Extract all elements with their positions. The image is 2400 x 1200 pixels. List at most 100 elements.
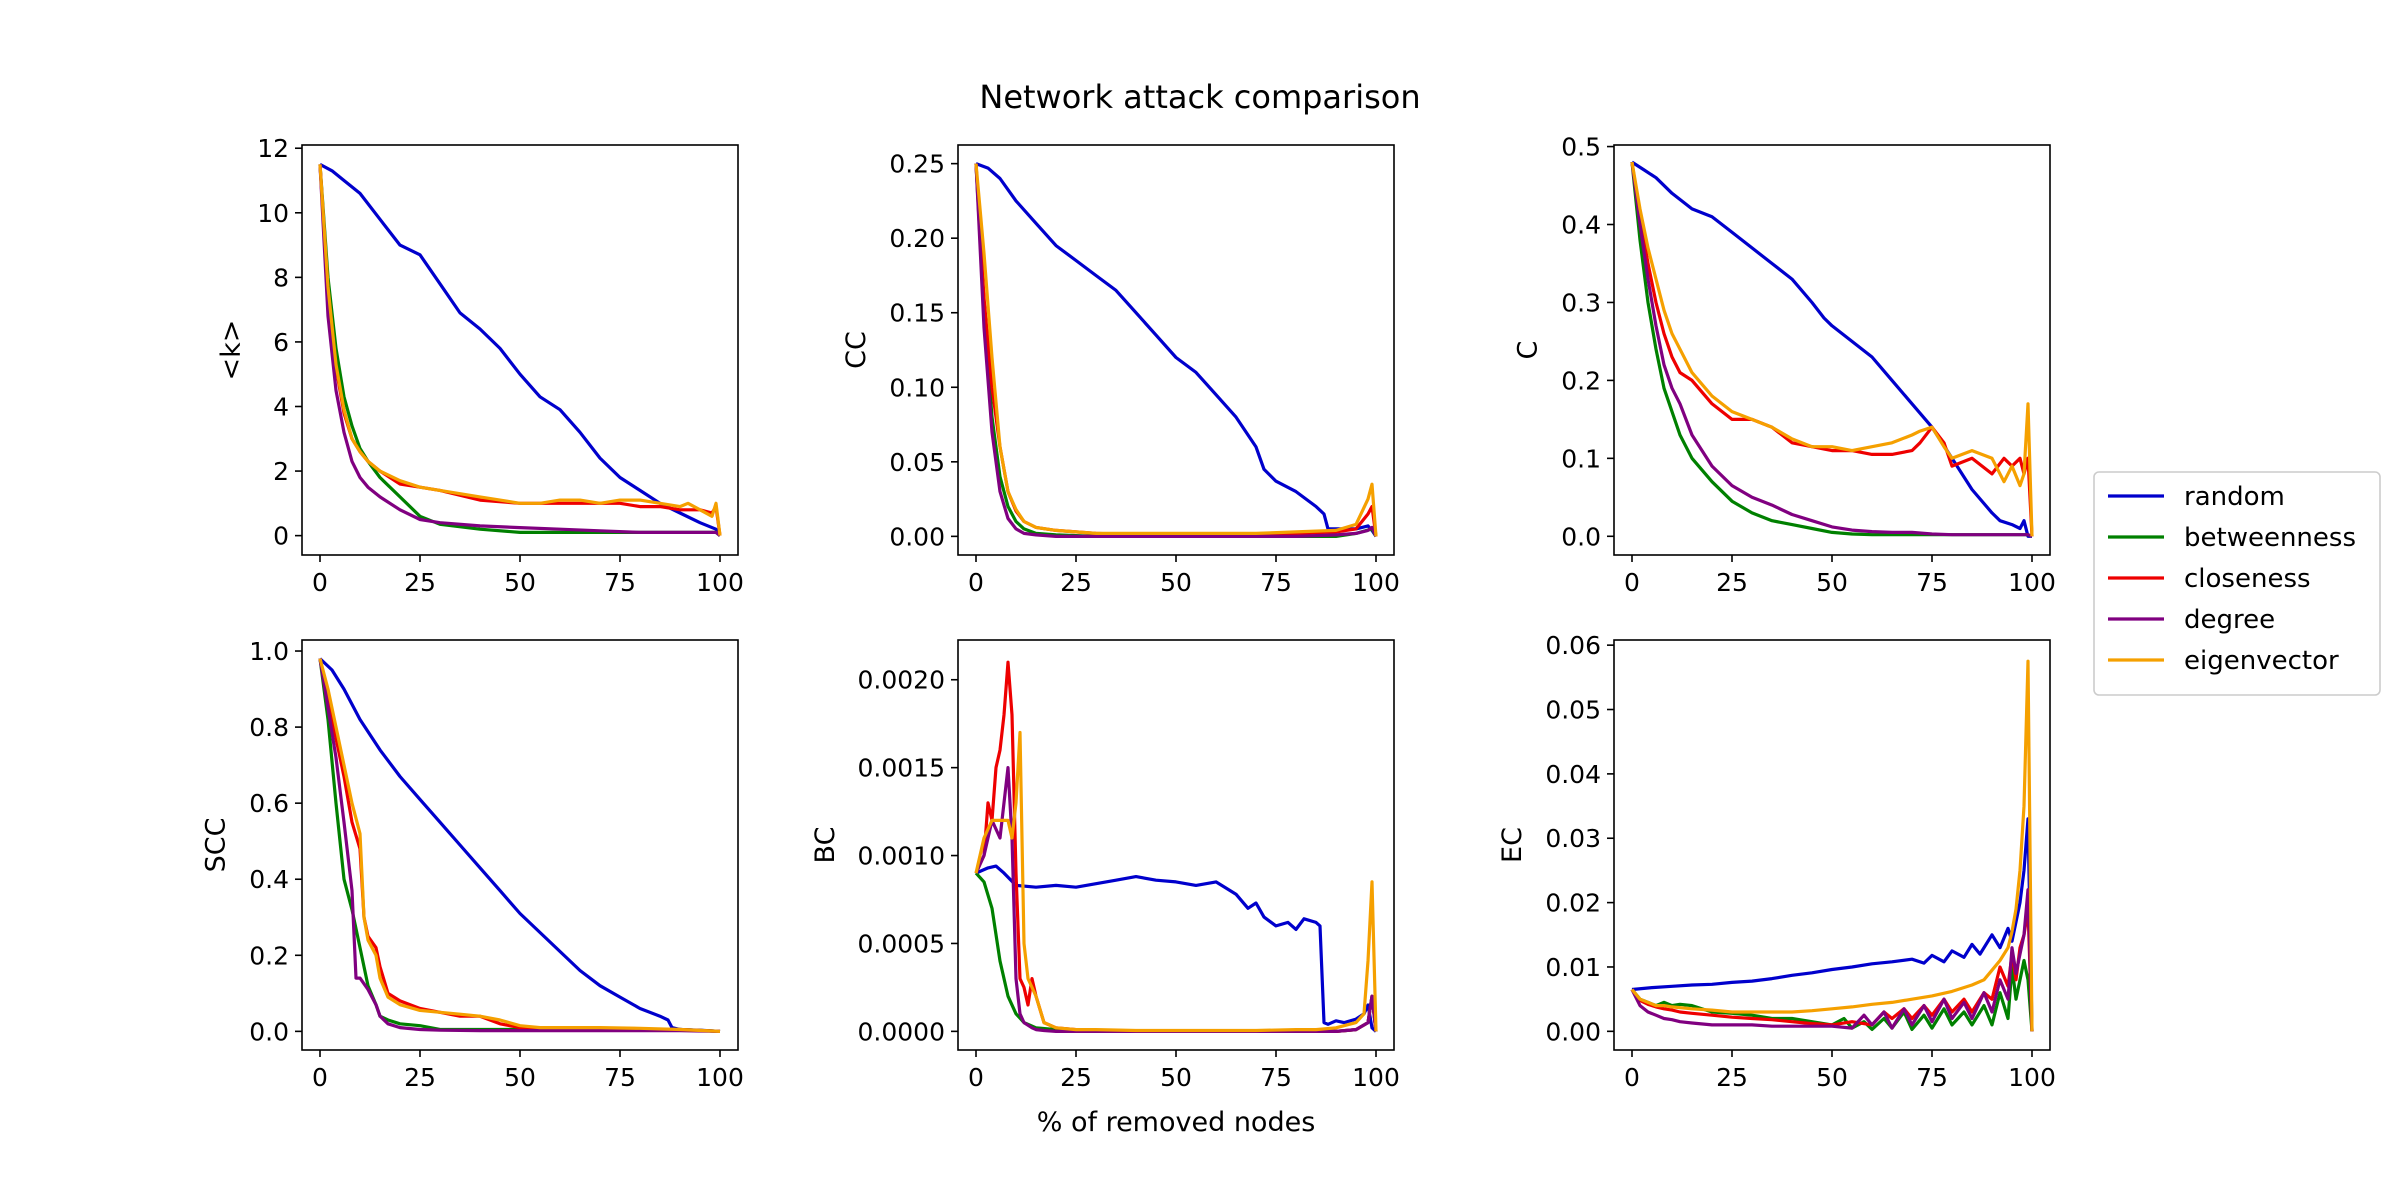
- y-tick-label: 0.10: [889, 373, 945, 402]
- series-line-degree: [974, 163, 1378, 539]
- y-tick-label: 0.00: [1545, 1017, 1601, 1046]
- x-tick-label: 25: [1716, 568, 1748, 597]
- x-tick-label: 100: [696, 1063, 744, 1092]
- y-tick-label: 0.04: [1545, 760, 1601, 789]
- legend-label: betweenness: [2184, 523, 2356, 553]
- y-tick-label: 0.4: [1561, 211, 1601, 240]
- series-line-random: [1631, 160, 2032, 538]
- x-tick-label: 100: [2008, 1063, 2056, 1092]
- y-tick-label: 0.05: [889, 448, 945, 477]
- series-line-degree: [318, 164, 721, 537]
- subplot-4: 0 25 50 75 100 0.0 0.2 0.4 0.6 0.8 1.0 SCC: [201, 637, 744, 1092]
- y-tick-label: 0.20: [889, 224, 945, 253]
- series-group: [974, 660, 1378, 1034]
- series-line-degree: [1630, 888, 2034, 1032]
- x-tick-label: 50: [1816, 1063, 1848, 1092]
- x-tick-label: 0: [1624, 1063, 1640, 1092]
- y-tick-label: 0.0: [249, 1017, 289, 1046]
- y-tick-label: 2: [273, 457, 289, 486]
- legend: random betweenness closeness degree eigenvec…: [2093, 471, 2381, 696]
- x-tick-label: 25: [404, 1063, 436, 1092]
- legend-label: random: [2184, 482, 2285, 512]
- y-tick-label: 0.15: [889, 299, 945, 328]
- y-tick-label: 6: [273, 328, 289, 357]
- x-tick-label: 25: [1060, 1063, 1092, 1092]
- x-tick-label: 100: [1352, 568, 1400, 597]
- x-tick-label: 75: [604, 568, 636, 597]
- x-tick-label: 0: [1624, 568, 1640, 597]
- y-tick-label: 0: [273, 522, 289, 551]
- y-tick-label: 0.0020: [858, 666, 945, 695]
- y-tick-label: 0.8: [249, 713, 289, 742]
- series-line-eigenvector: [974, 730, 1378, 1033]
- x-tick-label: 25: [1716, 1063, 1748, 1092]
- x-tick-label: 75: [1260, 1063, 1292, 1092]
- series-line-eigenvector: [1630, 161, 2034, 537]
- y-tick-label: 8: [273, 263, 289, 292]
- legend-label: degree: [2184, 605, 2275, 635]
- y-tick-label: 10: [257, 199, 289, 228]
- y-axis-label: C: [1513, 341, 1544, 360]
- y-axis-label: EC: [1497, 827, 1528, 863]
- series-line-eigenvector: [318, 658, 721, 1033]
- series-line-eigenvector: [1630, 659, 2034, 1032]
- y-tick-label: 1.0: [249, 637, 289, 666]
- x-tick-label: 75: [604, 1063, 636, 1092]
- series-line-degree: [974, 765, 1378, 1034]
- y-tick-label: 0.02: [1545, 889, 1601, 918]
- y-tick-label: 0.01: [1545, 953, 1601, 982]
- y-tick-label: 0.25: [889, 150, 945, 179]
- subplot-2: 0 25 50 75 100 0.00 0.05 0.10 0.15 0.20 0.25 CC: [841, 144, 1400, 597]
- y-tick-label: 0.00: [889, 522, 945, 551]
- subplot-6: 0 25 50 75 100 0.00 0.01 0.02 0.03 0.04 0.05 0.06 EC: [1497, 631, 2056, 1092]
- x-tick-label: 100: [1352, 1063, 1400, 1092]
- figure-title: Network attack comparison: [979, 78, 1420, 116]
- legend-entry-eigenvector: eigenvector: [2108, 646, 2339, 676]
- y-tick-label: 0.6: [249, 789, 289, 818]
- x-tick-label: 50: [1816, 568, 1848, 597]
- y-axis-label: <k>: [216, 320, 247, 381]
- x-tick-label: 50: [504, 568, 536, 597]
- y-tick-label: 12: [257, 134, 289, 163]
- y-axis-label: CC: [841, 331, 872, 369]
- y-tick-label: 0.0010: [858, 842, 945, 871]
- y-tick-label: 0.3: [1561, 288, 1601, 317]
- series-line-random: [975, 864, 1378, 1033]
- x-tick-label: 100: [2008, 568, 2056, 597]
- series-group: [974, 162, 1378, 539]
- y-tick-label: 0.0000: [858, 1017, 945, 1046]
- y-tick-label: 0.5: [1561, 133, 1601, 162]
- x-tick-label: 0: [968, 1063, 984, 1092]
- subplot-1: 0 25 50 75 100 0 2 4 6 8 10 12 <k>: [216, 134, 744, 597]
- y-axis-label: BC: [810, 827, 841, 864]
- x-tick-label: 75: [1916, 568, 1948, 597]
- x-tick-label: 50: [1160, 568, 1192, 597]
- x-tick-label: 0: [968, 568, 984, 597]
- x-tick-label: 0: [312, 568, 328, 597]
- series-line-eigenvector: [974, 163, 1378, 537]
- series-line-eigenvector: [318, 164, 722, 536]
- subplot-5: 0 25 50 75 100 0.0000 0.0005 0.0010 0.0015 0.0020…: [810, 639, 1400, 1092]
- x-tick-label: 50: [504, 1063, 536, 1092]
- legend-entry-closeness: closeness: [2108, 564, 2311, 594]
- legend-entry-random: random: [2108, 482, 2285, 512]
- x-tick-label: 75: [1916, 1063, 1948, 1092]
- y-tick-label: 0.0005: [858, 929, 945, 958]
- shared-x-axis-label: % of removed nodes: [1037, 1107, 1316, 1138]
- x-tick-label: 75: [1260, 568, 1292, 597]
- series-group: [318, 657, 721, 1033]
- x-tick-label: 0: [312, 1063, 328, 1092]
- y-tick-label: 0.0015: [858, 754, 945, 783]
- x-tick-label: 25: [1060, 568, 1092, 597]
- y-tick-label: 0.2: [249, 941, 289, 970]
- legend-entry-betweenness: betweenness: [2108, 523, 2356, 553]
- legend-box: [2093, 471, 2381, 696]
- subplot-3: 0 25 50 75 100 0.0 0.1 0.2 0.3 0.4 0.5 C: [1513, 133, 2056, 597]
- x-tick-label: 25: [404, 568, 436, 597]
- x-tick-label: 50: [1160, 1063, 1192, 1092]
- legend-entry-degree: degree: [2108, 605, 2275, 635]
- series-line-degree: [1630, 161, 2033, 538]
- series-group: [1630, 160, 2034, 538]
